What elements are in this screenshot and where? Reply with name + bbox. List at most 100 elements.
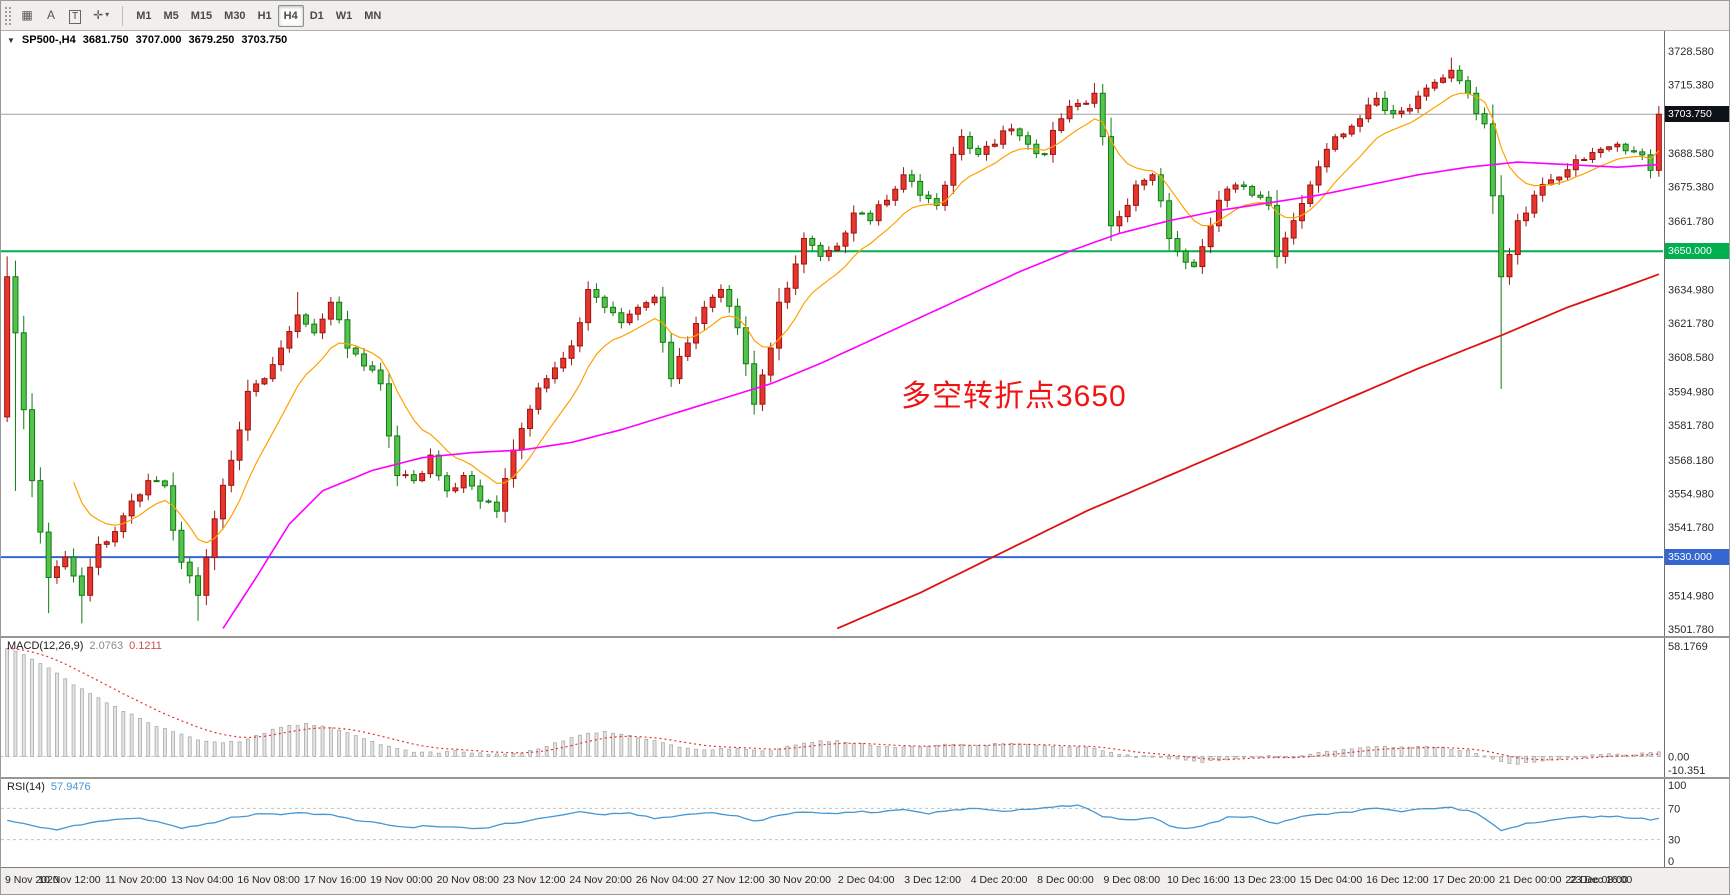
ma-slow-line	[836, 273, 1660, 630]
time-axis-label: 16 Dec 12:00	[1366, 874, 1429, 886]
timeframe-h4-button[interactable]: H4	[277, 4, 304, 27]
timeframe-m5-button[interactable]: M5	[157, 5, 184, 27]
cursor-a-button[interactable]: A	[39, 4, 63, 26]
timeframe-mn-button[interactable]: MN	[358, 5, 387, 27]
ohlc-readout: ▼ SP500-,H4 3681.750 3707.000 3679.250 3…	[7, 34, 287, 46]
toolbar-grip-icon[interactable]	[4, 5, 11, 26]
rsi-label: RSI(14)	[7, 781, 45, 793]
time-axis-label: 10 Nov 12:00	[38, 874, 101, 886]
time-axis-label: 4 Dec 20:00	[970, 874, 1028, 886]
text-label-icon: T	[69, 9, 82, 24]
panel-splitter[interactable]	[1, 636, 1729, 638]
time-axis-label: 15 Dec 04:00	[1299, 874, 1363, 886]
time-axis-label: 17 Dec 20:00	[1432, 874, 1496, 886]
candlesticks	[4, 57, 1662, 624]
rsi-axis-label: 0	[1668, 856, 1674, 867]
time-axis-label: 3 Dec 12:00	[904, 874, 961, 886]
current-price-tag: 3703.750	[1665, 106, 1729, 123]
annotation-text[interactable]: 多空转折点3650	[901, 380, 1127, 413]
macd-axis-label: 0.00	[1668, 751, 1689, 763]
ma-mid-line	[222, 161, 1659, 629]
collapse-triangle-icon[interactable]: ▼	[7, 36, 15, 45]
timeframe-m1-button[interactable]: M1	[130, 5, 157, 27]
price-axis-label: 3568.180	[1668, 455, 1714, 467]
rsi-axis-label: 30	[1668, 835, 1680, 847]
time-axis-label: 23 Dec 16:00	[1569, 874, 1633, 886]
price-chart-canvas[interactable]: 3728.580 3715.380 3688.580 3675.380 3661.780…	[1, 31, 1730, 636]
time-axis-label: 11 Nov 20:00	[104, 874, 167, 886]
dropdown-caret-icon: ▾	[105, 10, 110, 19]
price-axis-label: 3581.780	[1668, 420, 1714, 432]
time-axis-label: 20 Nov 08:00	[436, 874, 500, 886]
timeframe-m30-button[interactable]: M30	[218, 5, 251, 27]
text-label-button[interactable]: T	[63, 6, 87, 28]
rsi-axis-label: 100	[1668, 780, 1686, 792]
rsi-panel: 100 70 30 0 RSI(14) 57.9476	[1, 779, 1730, 867]
rsi-axis-label: 70	[1668, 803, 1680, 815]
time-axis-label: 30 Nov 20:00	[768, 874, 832, 886]
time-axis-label: 13 Dec 23:00	[1233, 874, 1296, 886]
price-axis-label: 3594.980	[1668, 386, 1714, 398]
price-axis-label: 3554.980	[1668, 488, 1714, 500]
timeframe-d1-button[interactable]: D1	[304, 5, 330, 27]
macd-signal-line	[7, 648, 1659, 761]
price-axis-label: 3621.780	[1668, 318, 1714, 330]
close-value: 3703.750	[241, 34, 288, 46]
draw-tools-button[interactable]: ✛ ▾	[87, 4, 115, 26]
level-price-tag[interactable]: 3530.000	[1665, 549, 1729, 566]
symbol-label: SP500-,H4	[21, 34, 76, 46]
macd-panel: 58.1769 0.00 -10.351 MACD(12,26,9) 2.0763 …	[1, 638, 1730, 777]
main-toolbar: ▦ A T ✛ ▾ M1 M5 M15 M30 H1 H4 D1 W1 MN	[1, 1, 1729, 31]
tool-button-group: ▦ A T ✛ ▾	[15, 4, 115, 28]
time-axis-label: 8 Dec 00:00	[1037, 874, 1094, 886]
rsi-canvas[interactable]: 100 70 30 0	[1, 779, 1730, 867]
price-axis-label: 3728.580	[1668, 46, 1714, 58]
rsi-value: 57.9476	[50, 781, 91, 793]
time-axis-label: 13 Nov 04:00	[170, 874, 234, 886]
time-axis-label: 19 Nov 00:00	[370, 874, 433, 886]
price-axis-label: 3501.780	[1668, 624, 1714, 636]
time-axis-label: 17 Nov 16:00	[303, 874, 367, 886]
time-axis-label: 9 Dec 08:00	[1103, 874, 1161, 886]
macd-canvas[interactable]: 58.1769 0.00 -10.351	[1, 638, 1730, 777]
macd-axis-label: -10.351	[1668, 765, 1705, 777]
high-value: 3707.000	[135, 34, 182, 46]
draw-tools-icon: ✛	[93, 7, 104, 22]
price-axis-label: 3675.380	[1668, 182, 1714, 194]
open-value: 3681.750	[82, 34, 129, 46]
time-axis-label: 24 Nov 20:00	[569, 874, 632, 886]
time-axis-label: 10 Dec 16:00	[1166, 874, 1230, 886]
level-price-tag[interactable]: 3650.000	[1665, 243, 1729, 260]
low-value: 3679.250	[188, 34, 235, 46]
timeframe-h1-button[interactable]: H1	[252, 5, 278, 27]
time-axis-label: 23 Nov 12:00	[502, 874, 566, 886]
time-axis-label: 22 Dec 08:00	[1565, 874, 1628, 886]
price-axis-label: 3608.580	[1668, 352, 1714, 364]
timeframe-w1-button[interactable]: W1	[330, 5, 359, 27]
price-chart-panel: 3728.580 3715.380 3688.580 3675.380 3661.780…	[1, 31, 1730, 636]
timeframe-button-group: M1 M5 M15 M30 H1 H4 D1 W1 MN	[130, 4, 387, 27]
timeframe-m15-button[interactable]: M15	[185, 5, 218, 27]
chart-workspace: 3728.580 3715.380 3688.580 3675.380 3661.780…	[1, 31, 1730, 894]
chart-grid-button[interactable]: ▦	[15, 4, 39, 26]
panel-splitter[interactable]	[1, 777, 1729, 779]
toolbar-separator	[122, 5, 124, 26]
time-axis-label: 26 Nov 04:00	[635, 874, 699, 886]
ma-fast-line	[73, 92, 1660, 544]
macd-readout: MACD(12,26,9) 2.0763 0.1211	[7, 640, 162, 652]
price-axis-label: 3541.780	[1668, 522, 1714, 534]
time-axis-label: 2 Dec 04:00	[837, 874, 895, 886]
macd-histogram	[5, 648, 1661, 765]
macd-axis-label: 58.1769	[1668, 641, 1708, 653]
time-axis-label: 9 Nov 2020	[5, 874, 59, 886]
cursor-a-icon: A	[46, 7, 55, 22]
time-axis[interactable]: 9 Nov 2020 10 Nov 12:00 11 Nov 20:00 13 Nov…	[1, 867, 1729, 894]
price-axis-label: 3514.980	[1668, 590, 1714, 602]
price-axis-label: 3634.980	[1668, 285, 1714, 297]
rsi-readout: RSI(14) 57.9476	[7, 781, 91, 793]
time-axis-label: 16 Nov 08:00	[237, 874, 300, 886]
price-axis-label: 3715.380	[1668, 80, 1714, 92]
price-axis-label: 3688.580	[1668, 148, 1714, 160]
price-axis-label: 3661.780	[1668, 216, 1714, 228]
